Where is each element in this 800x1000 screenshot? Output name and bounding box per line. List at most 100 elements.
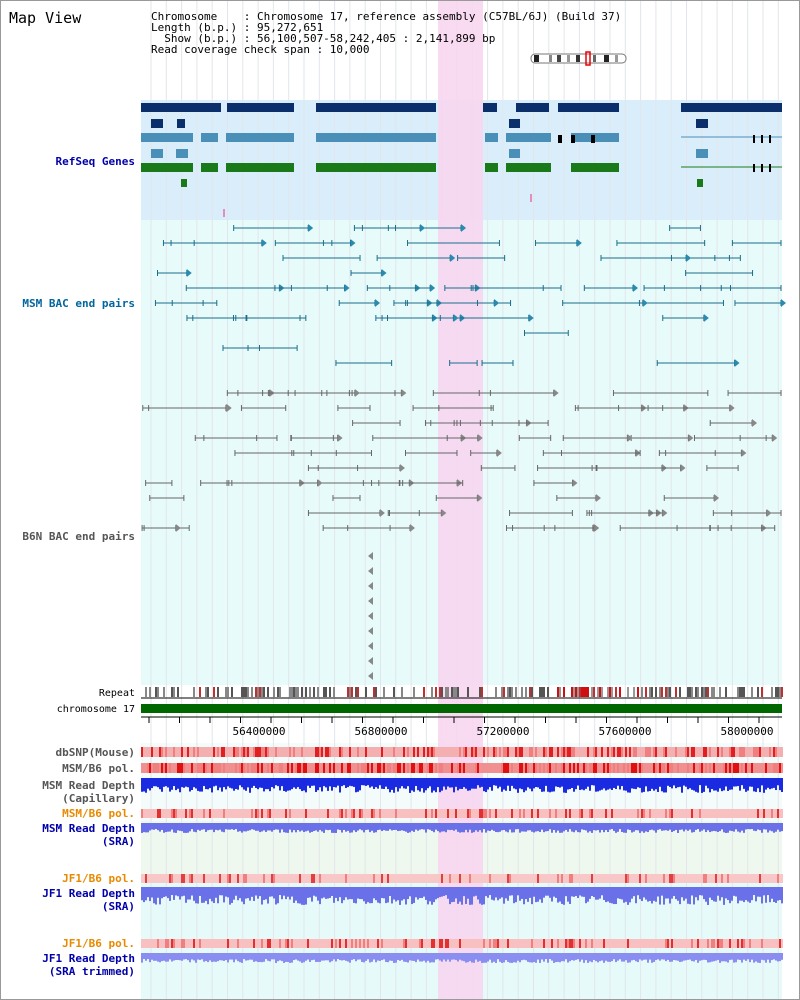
polymorphism-cell [417, 874, 419, 883]
read-depth-bar [213, 953, 215, 962]
repeat-element [289, 687, 291, 697]
polymorphism-cell [295, 763, 297, 773]
read-depth-bar [505, 953, 507, 961]
track-label-b6n-bac[interactable]: B6N BAC end pairs [22, 530, 135, 543]
refseq-gene [226, 163, 294, 172]
polymorphism-cell [155, 747, 157, 757]
polymorphism-cell [581, 939, 583, 948]
read-depth-bar [217, 823, 219, 831]
read-depth-bar [377, 887, 379, 903]
read-depth-bar [247, 823, 249, 831]
polymorphism-cell [711, 763, 713, 773]
read-depth-bar [567, 823, 569, 832]
read-depth-bar [471, 823, 473, 833]
read-depth-bar [221, 823, 223, 832]
polymorphism-cell [153, 809, 155, 818]
read-depth-bar [627, 953, 629, 963]
read-depth-bar [765, 823, 767, 830]
polymorphism-cell [689, 874, 691, 883]
repeat-element [703, 687, 705, 697]
read-depth-bar [411, 887, 413, 905]
track-label-msm-depth-sra[interactable]: MSM Read Depth (SRA) [42, 822, 135, 848]
polymorphism-cell [171, 763, 173, 773]
track-label-jf1-depth-trimmed[interactable]: JF1 Read Depth (SRA trimmed) [42, 952, 135, 978]
read-depth-bar [355, 953, 357, 962]
read-depth-bar [737, 887, 739, 904]
read-depth-bar [605, 953, 607, 961]
read-depth-bar [525, 953, 527, 961]
read-depth-bar [703, 778, 705, 792]
read-depth-bar [767, 887, 769, 896]
polymorphism-cell [313, 939, 315, 948]
read-depth-bar [687, 887, 689, 904]
track-label-msm-depth-capillary[interactable]: MSM Read Depth (Capillary) [42, 779, 135, 805]
read-depth-bar [283, 887, 285, 896]
polymorphism-cell [145, 763, 147, 773]
polymorphism-cell [585, 874, 587, 883]
polymorphism-cell [691, 809, 693, 818]
read-depth-bar [239, 953, 241, 963]
read-depth-bar [223, 778, 225, 788]
read-depth-bar [435, 823, 437, 830]
read-depth-bar [285, 887, 287, 900]
track-label-jf1-b6-pol-1[interactable]: JF1/B6 pol. [62, 872, 135, 885]
read-depth-bar [689, 823, 691, 830]
read-depth-bar [589, 887, 591, 899]
read-depth-bar [389, 823, 391, 830]
polymorphism-cell [703, 809, 705, 818]
polymorphism-cell [233, 747, 235, 757]
track-label-msm-b6-pol-2[interactable]: MSM/B6 pol. [62, 807, 135, 820]
polymorphism-cell [667, 763, 669, 773]
track-label-jf1-b6-pol-2[interactable]: JF1/B6 pol. [62, 937, 135, 950]
polymorphism-cell [263, 874, 265, 883]
read-depth-bar [735, 823, 737, 830]
repeat-element [645, 687, 647, 697]
track-label-msm-bac[interactable]: MSM BAC end pairs [22, 297, 135, 310]
polymorphism-cell [609, 939, 611, 948]
read-depth-bar [573, 778, 575, 792]
polymorphism-cell [437, 939, 439, 948]
read-depth-bar [299, 953, 301, 962]
read-depth-bar [191, 778, 193, 791]
polymorphism-cell [365, 747, 367, 757]
track-label-refseq[interactable]: RefSeq Genes [55, 155, 135, 168]
polymorphism-cell [171, 747, 173, 757]
polymorphism-cell [665, 939, 667, 948]
polymorphism-cell [371, 763, 373, 773]
polymorphism-cell [603, 939, 605, 948]
read-depth-bar [425, 823, 427, 833]
polymorphism-cell [281, 874, 283, 883]
polymorphism-cell [233, 809, 235, 818]
read-depth-bar [515, 887, 517, 903]
polymorphism-cell [169, 939, 171, 948]
read-depth-bar [149, 887, 151, 902]
polymorphism-cell [371, 809, 373, 818]
polymorphism-cell [719, 874, 721, 883]
track-label-jf1-depth-sra[interactable]: JF1 Read Depth (SRA) [42, 887, 135, 913]
polymorphism-cell [535, 939, 537, 948]
polymorphism-cell [249, 874, 251, 883]
read-depth-bar [313, 778, 315, 786]
polymorphism-cell [681, 747, 683, 757]
repeat-element [719, 687, 721, 697]
track-label-dbsnp[interactable]: dbSNP(Mouse) [55, 746, 135, 759]
polymorphism-cell [429, 809, 431, 818]
read-depth-bar [271, 887, 273, 897]
read-depth-bar [583, 778, 585, 791]
track-label-msm-b6-pol-1[interactable]: MSM/B6 pol. [62, 762, 135, 775]
read-depth-bar [755, 778, 757, 792]
read-depth-bar [183, 778, 185, 788]
read-depth-bar [535, 953, 537, 963]
polymorphism-cell [461, 939, 463, 948]
read-depth-bar [423, 887, 425, 897]
polymorphism-cell [247, 939, 249, 948]
polymorphism-cell [739, 809, 741, 818]
read-depth-bar [441, 778, 443, 791]
polymorphism-cell [551, 939, 553, 948]
read-depth-bar [667, 823, 669, 831]
read-depth-bar [153, 953, 155, 961]
polymorphism-cell [155, 809, 157, 818]
polymorphism-cell [381, 747, 383, 757]
polymorphism-cell [205, 939, 207, 948]
